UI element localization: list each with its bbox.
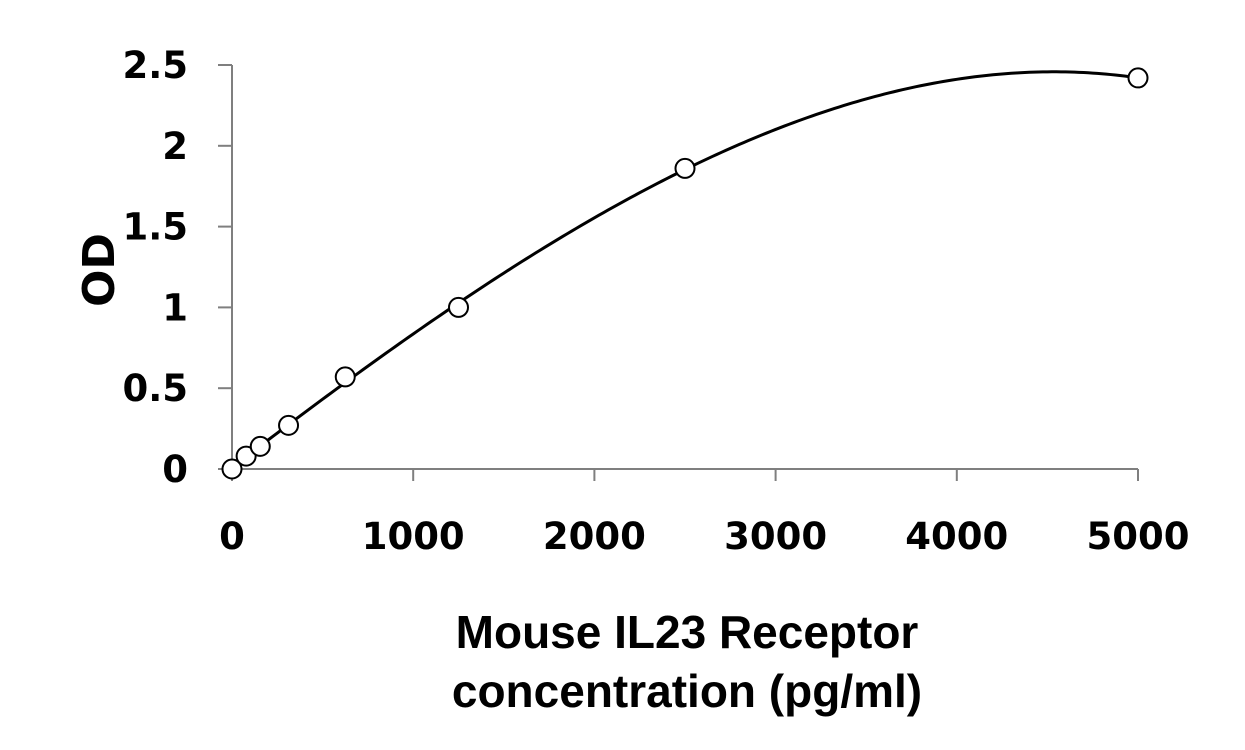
x-tick-label: 0	[219, 515, 245, 558]
data-point	[249, 435, 271, 457]
data-point	[674, 157, 696, 179]
x-tick-label: 4000	[905, 515, 1008, 558]
y-tick-label: 2	[162, 125, 188, 168]
y-axis-ticks: 0 0.5 1 1.5 2 2.5	[122, 44, 232, 491]
plot-area: 0 0.5 1 1.5 2 2.5 0 1000 2000 3000 4000 5000	[122, 44, 1189, 558]
y-tick-label: 1	[162, 286, 188, 329]
x-axis-label-line-1: Mouse IL23 Receptor	[456, 606, 919, 658]
x-tick-label: 2000	[543, 515, 646, 558]
x-tick-label: 5000	[1087, 515, 1190, 558]
x-tick-label: 3000	[724, 515, 827, 558]
y-tick-label: 1.5	[122, 206, 188, 249]
data-point	[334, 366, 356, 388]
data-points	[221, 67, 1149, 480]
y-tick-label: 2.5	[122, 44, 188, 87]
data-point	[448, 296, 469, 318]
y-tick-label: 0	[162, 448, 188, 491]
y-axis-label: OD	[74, 233, 125, 307]
x-axis-label-line-2: concentration (pg/ml)	[452, 665, 922, 717]
data-point	[235, 445, 257, 467]
data-point	[1127, 67, 1149, 89]
data-point	[221, 458, 243, 480]
fit-curve	[231, 70, 1139, 469]
x-axis-ticks: 0 1000 2000 3000 4000 5000	[219, 469, 1189, 558]
y-tick-label: 0.5	[122, 367, 188, 410]
data-point	[278, 414, 300, 436]
x-tick-label: 1000	[362, 515, 465, 558]
